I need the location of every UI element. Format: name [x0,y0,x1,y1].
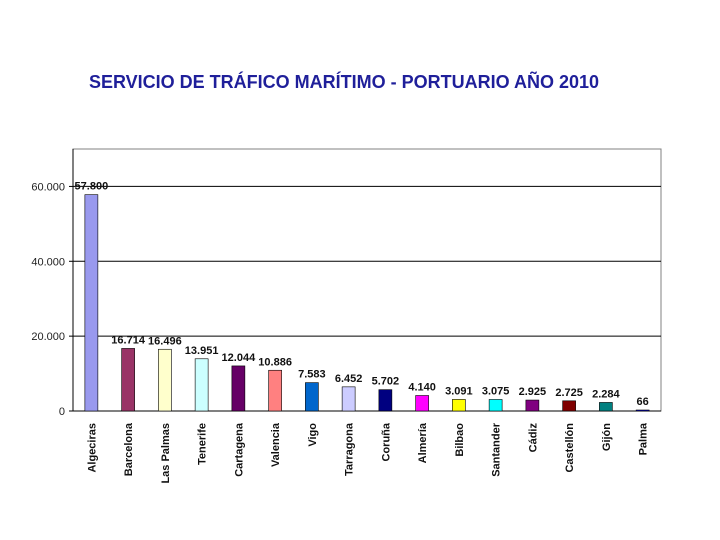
y-tick-label: 60.000 [31,181,65,193]
data-label: 3.075 [482,385,510,397]
data-label: 16.496 [148,335,182,347]
bar [488,399,503,412]
data-label: 16.714 [111,334,146,346]
data-label: 2.925 [519,386,547,398]
bar [415,395,429,412]
data-label: 57.800 [75,181,109,193]
x-tick-label: Las Palmas [160,423,172,484]
y-tick-label: 0 [59,406,65,418]
bar [378,389,393,412]
x-tick-label: Cartagena [233,422,245,477]
bar [194,358,209,412]
bar [268,369,282,412]
x-tick-label: Vigo [307,423,319,447]
data-label: 5.702 [372,376,400,388]
x-tick-label: Barcelona [123,422,135,476]
bar [599,402,613,412]
bar [305,382,319,412]
x-tick-label: Cádiz [527,423,539,453]
x-tick-label: Coruña [380,422,392,461]
bar [525,399,540,412]
bar [84,194,99,412]
data-label: 3.091 [445,385,473,397]
x-tick-label: Almería [417,422,429,463]
x-tick-label: Palma [638,422,650,455]
x-tick-label: Algeciras [86,423,98,473]
x-tick-label: Gijón [601,423,613,451]
category-labels: Algeciras Barcelona Las Palmas Tenerife Cart… [86,422,649,483]
bars [84,194,650,412]
y-tick-label: 40.000 [31,256,65,268]
data-label: 13.951 [185,345,219,357]
gridlines [73,185,661,337]
y-tick-label: 20.000 [31,331,65,343]
x-tick-label: Valencia [270,422,282,467]
x-tick-label: Tenerife [197,423,209,465]
data-label: 6.452 [335,373,363,385]
x-tick-label: Castellón [564,423,576,473]
data-label: 66 [637,396,649,408]
data-label: 2.284 [592,388,620,400]
data-label: 12.044 [222,352,257,364]
x-tick-label: Bilbao [454,423,466,457]
bar [341,386,356,412]
data-label: 4.140 [408,382,436,394]
slide-title: SERVICIO DE TRÁFICO MARÍTIMO - PORTUARIO… [88,72,600,92]
data-label: 10.886 [258,356,292,368]
bar [158,348,172,412]
x-tick-label: Tarragona [344,422,356,476]
bar [562,400,576,412]
bar [635,409,650,412]
bar [231,365,246,412]
data-label: 2.725 [555,387,583,399]
x-tick-label: Santander [491,422,503,477]
bar [452,399,466,412]
data-label: 7.583 [298,369,326,381]
bar [121,348,135,412]
